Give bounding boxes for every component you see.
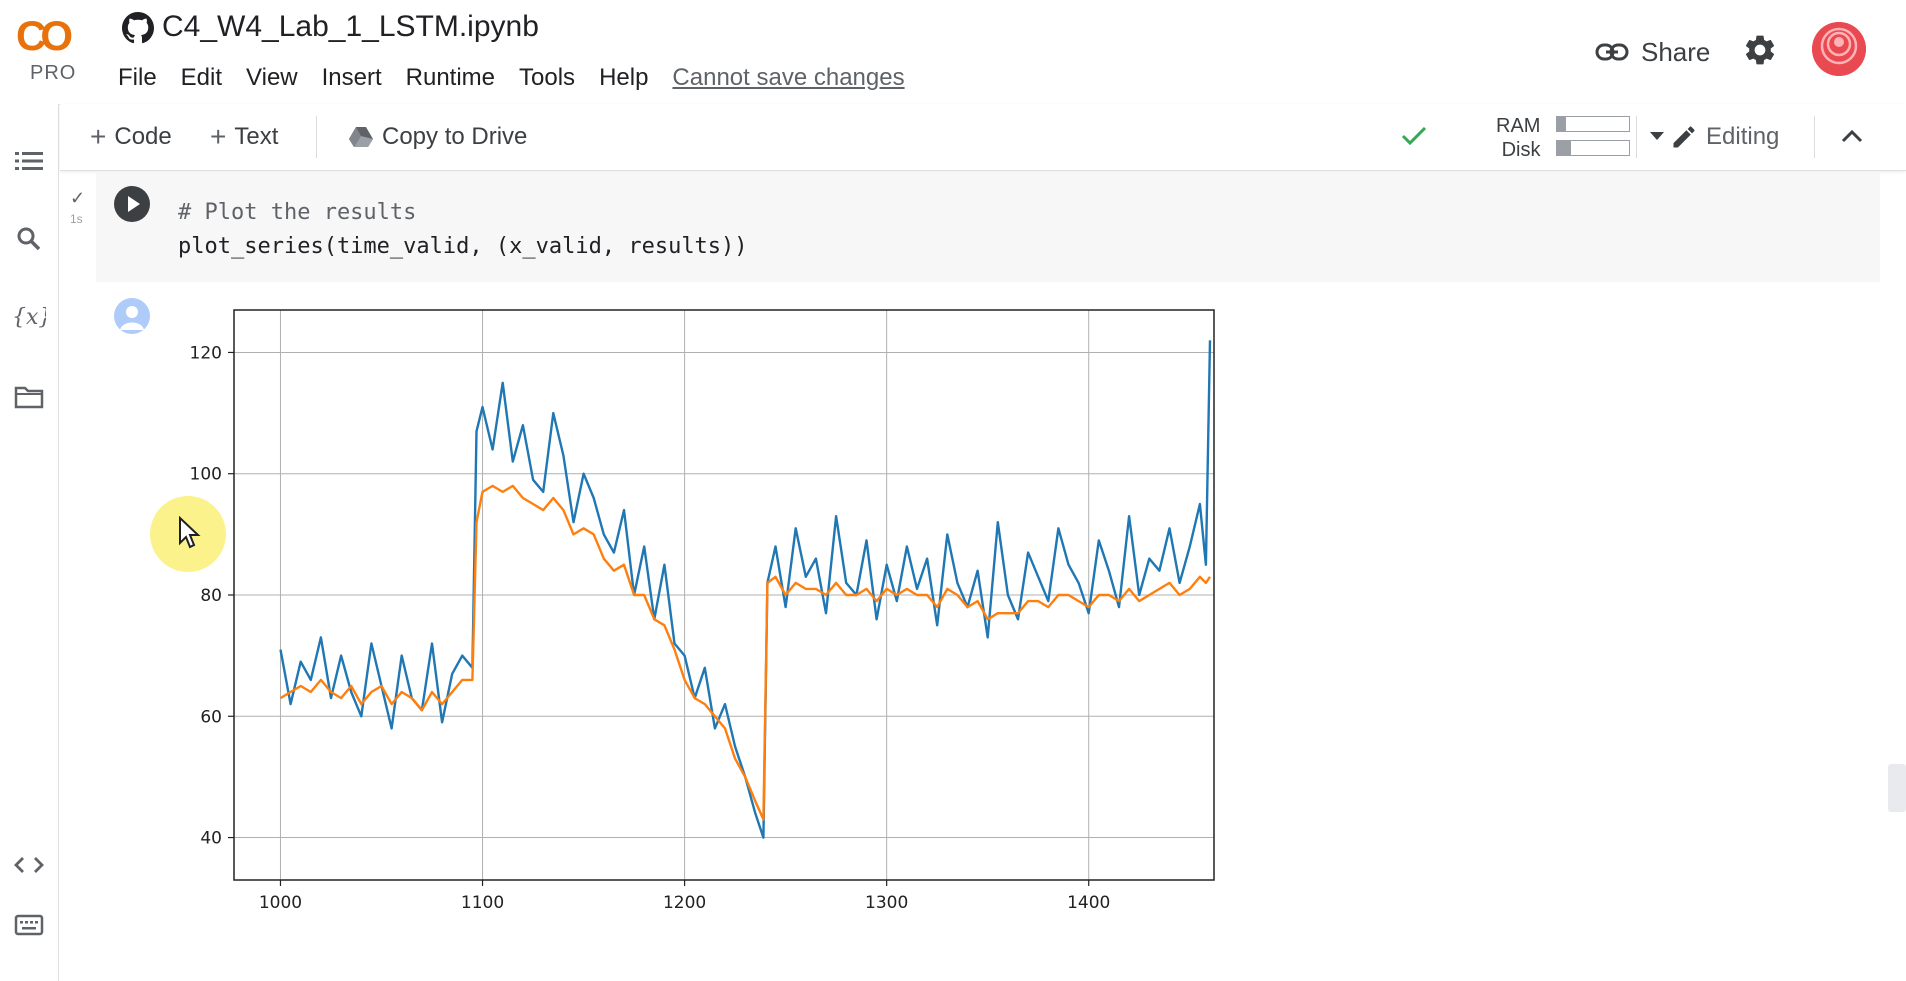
x-tick-label: 1100 bbox=[461, 893, 504, 913]
y-tick-label: 100 bbox=[190, 465, 222, 485]
add-code-label: Code bbox=[114, 123, 172, 150]
editing-mode-button[interactable]: Editing bbox=[1670, 118, 1779, 156]
code-cell[interactable] bbox=[96, 172, 1880, 282]
menu-view[interactable]: View bbox=[246, 64, 298, 91]
menu-edit[interactable]: Edit bbox=[180, 64, 223, 91]
left-sidebar: {x} bbox=[0, 104, 59, 981]
copy-to-drive-button[interactable]: Copy to Drive bbox=[348, 118, 527, 156]
series-line-1 bbox=[279, 340, 1212, 839]
x-tick-label: 1300 bbox=[865, 893, 908, 913]
menu-help[interactable]: Help bbox=[599, 64, 649, 91]
menu-bar: File Edit View Insert Runtime Tools Help… bbox=[106, 60, 917, 96]
disk-label: Disk bbox=[1501, 139, 1541, 161]
editing-label: Editing bbox=[1706, 123, 1780, 150]
y-tick-label: 60 bbox=[200, 707, 222, 727]
add-text-label: Text bbox=[234, 123, 279, 150]
chevron-down-icon[interactable] bbox=[1648, 130, 1666, 142]
account-avatar[interactable] bbox=[1812, 22, 1866, 76]
cannot-save-link[interactable]: Cannot save changes bbox=[672, 64, 905, 91]
add-code-button[interactable]: + Code bbox=[90, 118, 172, 156]
toolbar-divider bbox=[1814, 116, 1815, 158]
ram-label: RAM bbox=[1496, 115, 1541, 137]
github-icon bbox=[122, 12, 154, 44]
menu-runtime[interactable]: Runtime bbox=[405, 64, 496, 91]
menu-insert[interactable]: Insert bbox=[321, 64, 382, 91]
add-text-button[interactable]: + Text bbox=[210, 118, 278, 156]
ram-usage-bar[interactable] bbox=[1556, 116, 1630, 132]
search-icon[interactable] bbox=[12, 222, 46, 256]
svg-text:{x}: {x} bbox=[12, 305, 46, 330]
disk-usage-fill bbox=[1557, 141, 1572, 155]
y-tick-label: 120 bbox=[190, 343, 222, 363]
share-label: Share bbox=[1641, 36, 1711, 67]
x-tick-label: 1000 bbox=[259, 893, 302, 913]
link-icon bbox=[1595, 43, 1629, 61]
resource-labels[interactable]: RAM Disk bbox=[1496, 114, 1540, 162]
toolbar-divider bbox=[1636, 116, 1637, 158]
notebook-title[interactable]: C4_W4_Lab_1_LSTM.ipynb bbox=[162, 10, 539, 43]
variables-icon[interactable]: {x} bbox=[12, 300, 46, 334]
execution-time: 1s bbox=[70, 212, 83, 226]
y-tick-label: 40 bbox=[200, 829, 222, 849]
code-snippets-icon[interactable] bbox=[12, 848, 46, 882]
scrollbar-thumb[interactable] bbox=[1888, 764, 1906, 812]
notebook-toolbar: + Code + Text Copy to Drive RAM Disk Edi… bbox=[60, 104, 1906, 171]
series-line-2 bbox=[279, 484, 1211, 821]
disk-usage-bar[interactable] bbox=[1556, 140, 1630, 156]
play-icon bbox=[128, 196, 140, 212]
menu-tools[interactable]: Tools bbox=[519, 64, 576, 91]
y-tick-label: 80 bbox=[200, 586, 222, 606]
execution-status-check: ✓ bbox=[70, 188, 86, 208]
mouse-pointer-icon bbox=[179, 516, 201, 549]
connected-check-icon bbox=[1401, 126, 1427, 146]
colab-logo[interactable]: CO PRO bbox=[16, 14, 92, 86]
gear-icon[interactable] bbox=[1742, 32, 1778, 68]
x-tick-label: 1400 bbox=[1067, 893, 1110, 913]
code-line[interactable]: plot_series(time_valid, (x_valid, result… bbox=[178, 234, 748, 259]
plus-icon: + bbox=[90, 121, 107, 152]
drive-icon bbox=[349, 127, 373, 147]
avatar-pattern-icon bbox=[1812, 22, 1866, 76]
menu-file[interactable]: File bbox=[118, 64, 157, 91]
output-line-chart: 1000 1100 1200 1300 1400 40 60 80 100 120 bbox=[190, 309, 1215, 913]
toolbar-divider bbox=[316, 116, 317, 158]
plus-icon: + bbox=[210, 121, 227, 152]
output-user-avatar[interactable] bbox=[114, 298, 150, 334]
code-comment-line[interactable]: # Plot the results bbox=[178, 200, 417, 225]
person-icon bbox=[120, 306, 144, 330]
terminal-icon[interactable] bbox=[12, 908, 46, 942]
table-of-contents-icon[interactable] bbox=[12, 144, 46, 178]
plan-badge: PRO bbox=[30, 62, 77, 84]
x-tick-label: 1200 bbox=[663, 893, 706, 913]
run-cell-button[interactable] bbox=[114, 186, 150, 222]
files-icon[interactable] bbox=[12, 380, 46, 414]
ram-usage-fill bbox=[1557, 117, 1566, 131]
logo-text: CO bbox=[16, 12, 73, 59]
share-button[interactable]: Share bbox=[1595, 32, 1710, 72]
pencil-icon bbox=[1673, 126, 1695, 148]
copy-to-drive-label: Copy to Drive bbox=[382, 123, 528, 150]
chevron-up-icon[interactable] bbox=[1840, 126, 1864, 146]
header: CO PRO C4_W4_Lab_1_LSTM.ipynb File Edit … bbox=[0, 0, 1906, 105]
